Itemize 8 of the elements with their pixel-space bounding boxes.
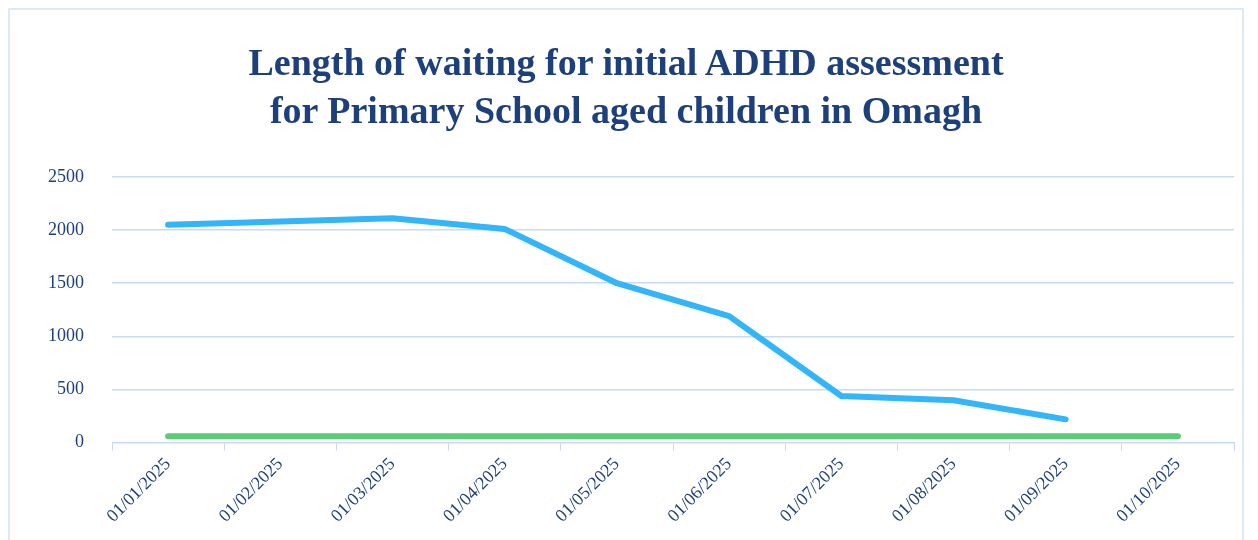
text: for Primary School aged children in Omagh <box>269 89 983 131</box>
y-tick-label: 0 <box>75 431 84 452</box>
text: Length of waiting for initial ADHD assessment <box>248 41 1004 83</box>
y-tick-label: 1000 <box>48 325 84 346</box>
y-tick-label: 500 <box>57 378 84 399</box>
y-tick-label: 1500 <box>48 271 84 292</box>
y-tick-label: 2500 <box>48 165 84 186</box>
y-tick-label: 2000 <box>48 218 84 239</box>
